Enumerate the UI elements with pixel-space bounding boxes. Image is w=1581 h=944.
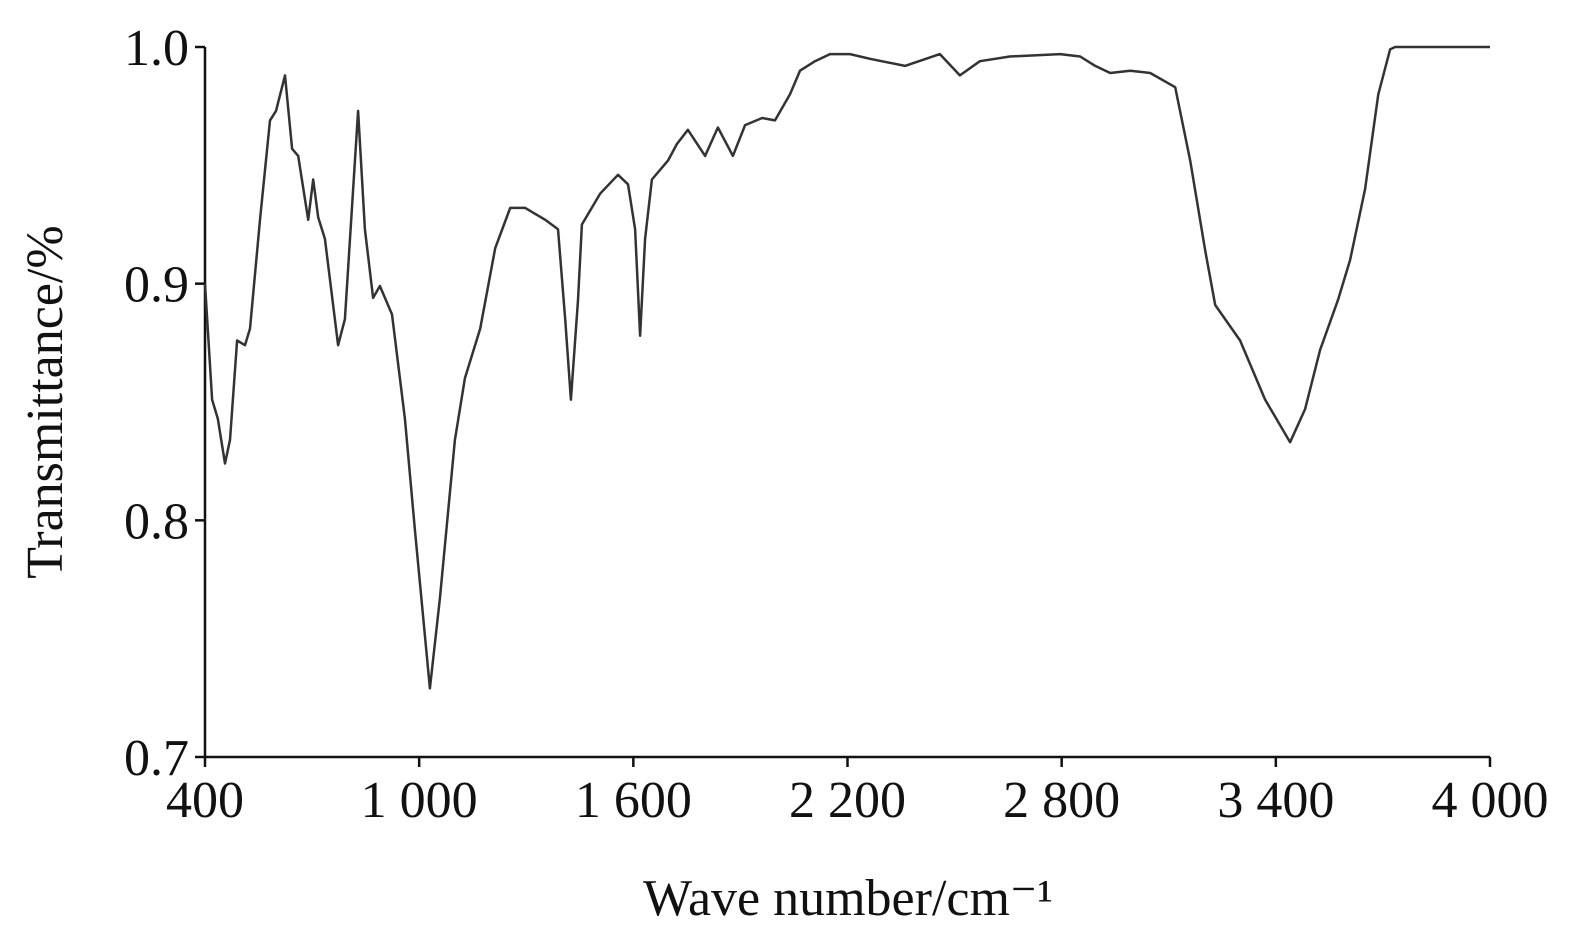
x-tick-label: 4 000 xyxy=(1432,772,1549,829)
y-tick-label: 1.0 xyxy=(124,20,189,77)
y-axis-title: Transmittance/% xyxy=(17,225,74,578)
x-axis-title: Wave number/cm⁻¹ xyxy=(643,870,1053,927)
x-tick-label: 1 000 xyxy=(361,772,478,829)
spectrum-line xyxy=(203,45,1490,690)
x-tick-label: 1 600 xyxy=(575,772,692,829)
x-tick-label: 2 800 xyxy=(1003,772,1120,829)
x-tick-label: 3 400 xyxy=(1217,772,1334,829)
y-tick-label: 0.9 xyxy=(124,257,189,314)
y-tick-label: 0.7 xyxy=(124,730,189,787)
y-tick-label: 0.8 xyxy=(124,493,189,550)
x-tick-label: 400 xyxy=(166,772,244,829)
x-tick-label: 2 200 xyxy=(789,772,906,829)
